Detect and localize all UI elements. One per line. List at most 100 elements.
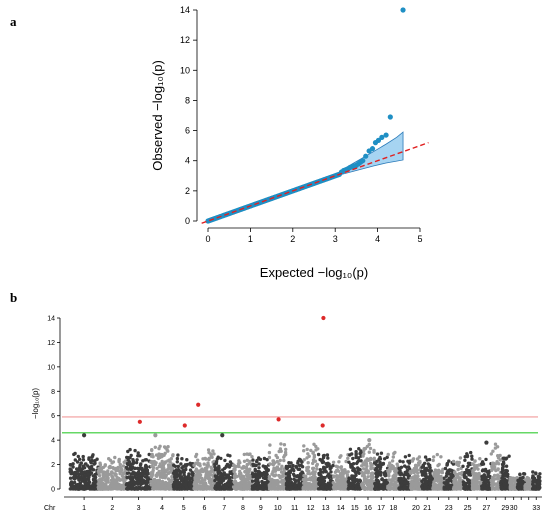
snp-point [397, 487, 401, 491]
snp-point [343, 481, 347, 485]
snp-point [145, 470, 149, 474]
manhattan-y-tick-label: 8 [51, 389, 55, 396]
snp-point [395, 462, 399, 466]
snp-point [252, 463, 257, 467]
snp-point [106, 473, 111, 477]
highlight-snp-point [182, 423, 187, 428]
snp-point [150, 448, 154, 453]
snp-point [92, 462, 96, 466]
snp-point [203, 478, 207, 482]
snp-point [305, 447, 309, 452]
snp-point [463, 458, 467, 462]
snp-point [366, 475, 370, 479]
snp-point [316, 478, 321, 482]
snp-point [411, 482, 415, 486]
qq-points [338, 7, 406, 175]
snp-point [472, 482, 476, 486]
snp-point [181, 487, 186, 491]
snp-point [196, 458, 200, 462]
snp-point [216, 455, 220, 459]
snp-point [338, 474, 342, 478]
snp-point [173, 477, 177, 481]
snp-point [161, 462, 165, 466]
snp-point [300, 471, 305, 475]
snp-point [110, 470, 114, 474]
snp-point [68, 467, 72, 471]
snp-point [446, 479, 450, 484]
snp-point [195, 475, 199, 480]
snp-point [518, 486, 522, 491]
snp-point [334, 464, 338, 468]
panel-a-label: a [10, 14, 17, 29]
snp-point [155, 466, 159, 471]
snp-point [239, 471, 243, 476]
snp-point [319, 474, 323, 478]
snp-point [410, 479, 414, 484]
snp-point [428, 463, 432, 467]
chromosome-tick-label: 2 [110, 505, 114, 512]
snp-point [246, 478, 250, 482]
snp-point [223, 458, 227, 463]
snp-point [248, 459, 252, 464]
snp-point [90, 486, 95, 490]
snp-point [166, 449, 170, 453]
snp-point [217, 469, 222, 474]
snp-point [112, 483, 117, 488]
snp-point [241, 466, 245, 470]
snp-point [127, 460, 131, 464]
qq-x-label: Expected −log₁₀(p) [260, 265, 368, 280]
snp-point [367, 442, 371, 447]
snp-point [353, 477, 357, 482]
snp-point [134, 460, 139, 465]
highlight-snp-point [367, 438, 372, 443]
snp-point [344, 459, 348, 464]
snp-point [342, 469, 346, 473]
snp-point [420, 473, 425, 477]
chromosome-tick-label: 25 [464, 505, 472, 512]
snp-point [404, 471, 408, 475]
snp-point [106, 477, 110, 482]
snp-point [257, 462, 261, 466]
snp-point [482, 473, 486, 477]
chromosome-tick-label: 30 [510, 505, 518, 512]
snp-point [207, 456, 211, 460]
snp-point [132, 487, 136, 491]
snp-point [471, 470, 475, 474]
snp-point [312, 459, 316, 463]
snp-point [451, 459, 456, 464]
snp-point [314, 448, 318, 452]
snp-point [311, 485, 316, 490]
snp-point [172, 472, 177, 476]
snp-point [114, 473, 118, 477]
snp-point [452, 480, 456, 485]
snp-point [268, 462, 272, 466]
snp-point [126, 486, 130, 491]
snp-point [378, 457, 383, 461]
snp-point [74, 472, 78, 476]
snp-point [136, 451, 140, 455]
qq-point [379, 134, 385, 140]
snp-point [283, 450, 288, 455]
qq-point [369, 146, 376, 152]
snp-point [472, 468, 476, 472]
snp-point [338, 455, 342, 459]
snp-point [215, 482, 219, 486]
snp-point [369, 467, 373, 471]
snp-point [183, 463, 188, 467]
snp-point [360, 464, 364, 468]
snp-point [438, 477, 443, 481]
snp-point [376, 465, 380, 469]
snp-point [486, 469, 490, 474]
snp-point [250, 455, 254, 459]
snp-point [449, 468, 453, 473]
snp-point [504, 468, 508, 473]
snp-point [245, 462, 249, 467]
snp-point [163, 476, 167, 480]
snp-point [142, 487, 146, 491]
snp-point [244, 465, 248, 470]
snp-point [68, 487, 73, 491]
snp-point [93, 473, 97, 477]
snp-point [364, 467, 368, 471]
snp-point [106, 469, 110, 473]
